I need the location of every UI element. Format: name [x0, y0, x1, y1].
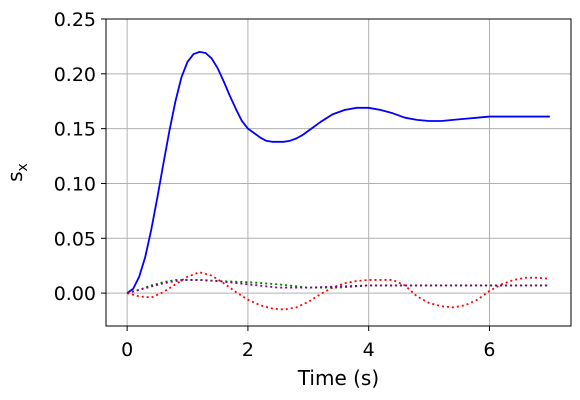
y-tick-label: 0.00 [54, 283, 96, 305]
y-tick-label: 0.05 [54, 228, 96, 250]
y-tick-label: 0.15 [54, 119, 96, 141]
y-axis-label-main: s [3, 171, 27, 181]
series-group [126, 50, 550, 311]
series-line-2 [126, 279, 550, 294]
series-line-3 [126, 279, 550, 294]
x-axis-label: Time (s) [297, 366, 379, 390]
y-axis-label: sx [3, 163, 31, 182]
y-tick-label: 0.20 [54, 64, 96, 86]
x-tick-label: 0 [121, 339, 133, 361]
x-tick-label: 6 [483, 339, 495, 361]
plot-frame [105, 18, 572, 327]
y-tick-label: 0.25 [54, 9, 96, 31]
y-axis-label-subscript: x [15, 163, 31, 171]
series-line-1 [126, 271, 550, 311]
series-line-0 [126, 50, 550, 294]
y-tick-label: 0.10 [54, 173, 96, 195]
x-tick-label: 2 [242, 339, 254, 361]
x-ticks: 0 2 4 6 [121, 326, 496, 361]
y-ticks: 0.00 0.05 0.10 0.15 0.20 0.25 [54, 9, 106, 305]
x-tick-label: 4 [363, 339, 375, 361]
